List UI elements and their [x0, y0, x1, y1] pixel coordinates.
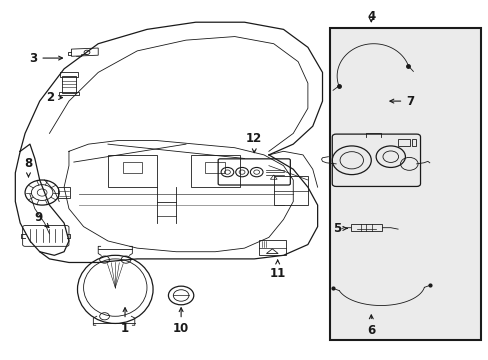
Text: 7: 7: [389, 95, 413, 108]
Bar: [190, 155, 239, 187]
Text: 5: 5: [332, 222, 346, 235]
Text: 3: 3: [29, 51, 62, 64]
Text: 11: 11: [269, 260, 285, 280]
Bar: [122, 162, 142, 173]
Bar: [59, 92, 79, 95]
Bar: [205, 162, 224, 173]
Text: 9: 9: [34, 211, 49, 228]
Bar: [259, 240, 285, 255]
Bar: [350, 225, 382, 231]
Bar: [62, 76, 76, 93]
Bar: [329, 28, 480, 339]
Text: 2: 2: [46, 91, 62, 104]
Text: 12: 12: [245, 132, 262, 153]
Text: 1: 1: [121, 308, 129, 335]
Bar: [108, 155, 157, 187]
Bar: [397, 139, 409, 146]
Bar: [273, 176, 307, 205]
Text: 4: 4: [366, 10, 375, 23]
Text: 10: 10: [173, 308, 189, 335]
Bar: [58, 187, 70, 198]
Text: 6: 6: [366, 315, 375, 337]
Text: 8: 8: [24, 157, 33, 177]
Bar: [411, 139, 415, 146]
Bar: [60, 72, 78, 77]
